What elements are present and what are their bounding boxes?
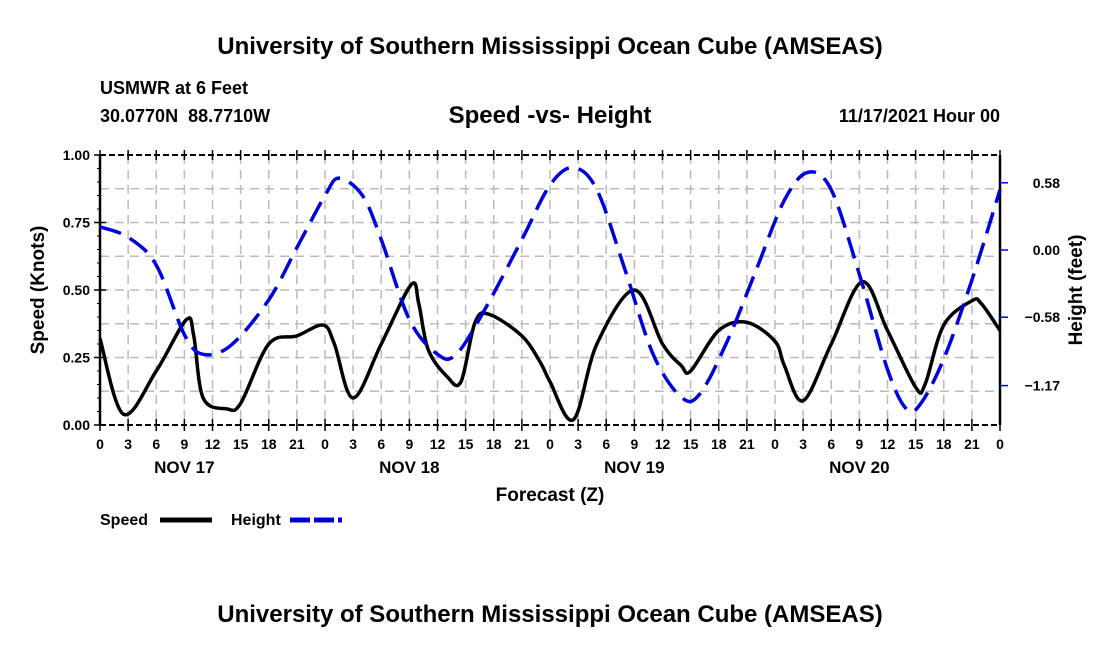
x-tick-label: 15 bbox=[458, 436, 474, 452]
legend-label-speed: Speed bbox=[100, 512, 148, 529]
x-tick-label: 0 bbox=[546, 436, 554, 452]
x-axis-label: Forecast (Z) bbox=[496, 485, 605, 506]
date-label: 11/17/2021 Hour 00 bbox=[838, 106, 1000, 126]
x-tick-label: 12 bbox=[430, 436, 446, 452]
y2-tick-label: 0.00 bbox=[1033, 242, 1060, 258]
y2-tick-label: 0.58 bbox=[1033, 175, 1060, 191]
x-tick-label: 15 bbox=[908, 436, 924, 452]
x-tick-label: 6 bbox=[602, 436, 610, 452]
x-tick-label: 0 bbox=[321, 436, 329, 452]
day-label: NOV 19 bbox=[604, 458, 664, 477]
x-tick-label: 9 bbox=[630, 436, 638, 452]
x-tick-label: 18 bbox=[261, 436, 277, 452]
y2-axis-label: Height (feet) bbox=[1066, 235, 1087, 346]
series-line-speed bbox=[98, 280, 1002, 422]
x-tick-label: 18 bbox=[936, 436, 952, 452]
x-tick-label: 21 bbox=[964, 436, 980, 452]
station-label: USMWR at 6 Feet bbox=[100, 78, 249, 98]
x-tick-label: 9 bbox=[855, 436, 863, 452]
x-tick-label: 0 bbox=[96, 436, 104, 452]
x-tick-label: 6 bbox=[152, 436, 160, 452]
y-tick-label: 0.25 bbox=[63, 350, 90, 366]
x-tick-label: 21 bbox=[289, 436, 305, 452]
x-tick-label: 21 bbox=[739, 436, 755, 452]
y-tick-label: 1.00 bbox=[63, 147, 90, 163]
x-tick-label: 6 bbox=[377, 436, 385, 452]
x-tick-label: 15 bbox=[683, 436, 699, 452]
day-label: NOV 20 bbox=[829, 458, 889, 477]
footer-title: University of Southern Mississippi Ocean… bbox=[217, 601, 883, 628]
x-tick-label: 3 bbox=[349, 436, 357, 452]
x-tick-label: 3 bbox=[799, 436, 807, 452]
legend-label-height: Height bbox=[231, 512, 281, 529]
x-tick-label: 12 bbox=[880, 436, 896, 452]
y-tick-label: 0.75 bbox=[63, 215, 90, 231]
x-tick-label: 21 bbox=[514, 436, 530, 452]
y-axis-label: Speed (Knots) bbox=[28, 226, 49, 355]
x-tick-label: 15 bbox=[233, 436, 249, 452]
x-tick-label: 0 bbox=[771, 436, 779, 452]
chart-title: Speed -vs- Height bbox=[448, 102, 652, 129]
day-label: NOV 17 bbox=[154, 458, 214, 477]
x-tick-label: 9 bbox=[405, 436, 413, 452]
x-tick-label: 9 bbox=[180, 436, 188, 452]
y2-tick-label: −1.17 bbox=[1025, 378, 1061, 394]
x-tick-label: 12 bbox=[655, 436, 671, 452]
x-tick-label: 18 bbox=[486, 436, 502, 452]
x-tick-label: 6 bbox=[827, 436, 835, 452]
x-tick-label: 3 bbox=[124, 436, 132, 452]
coords-label: 30.0770N 88.7710W bbox=[100, 106, 271, 126]
y-tick-label: 0.00 bbox=[63, 417, 90, 433]
page-title: University of Southern Mississippi Ocean… bbox=[217, 33, 883, 60]
x-tick-label: 0 bbox=[996, 436, 1004, 452]
x-tick-label: 18 bbox=[711, 436, 727, 452]
x-tick-label: 12 bbox=[205, 436, 221, 452]
series-line-height bbox=[99, 165, 1002, 414]
y-tick-label: 0.50 bbox=[63, 282, 90, 298]
day-label: NOV 18 bbox=[379, 458, 439, 477]
y2-tick-label: −0.58 bbox=[1025, 309, 1061, 325]
x-tick-label: 3 bbox=[574, 436, 582, 452]
